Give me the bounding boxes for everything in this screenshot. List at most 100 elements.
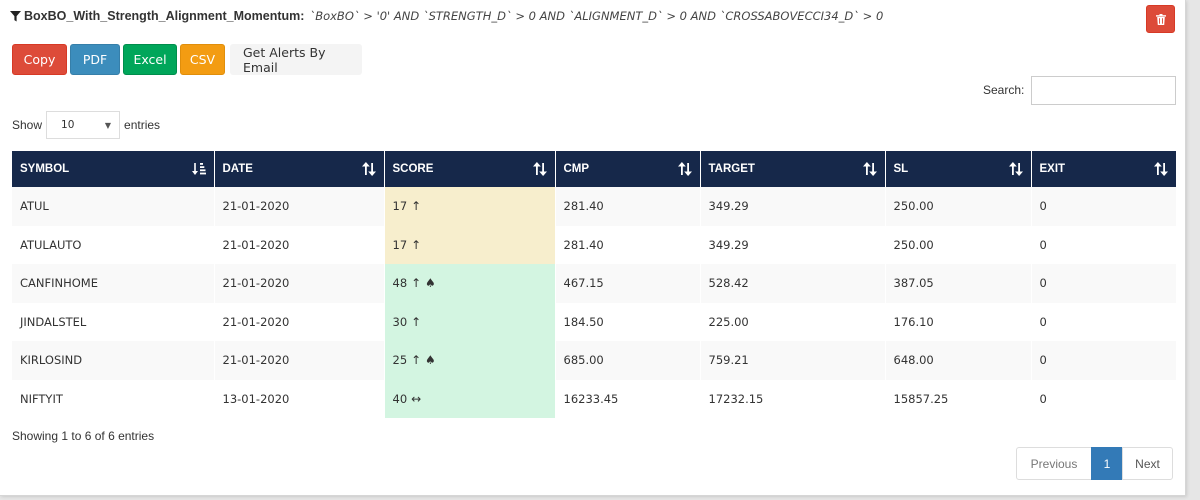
entries-length-control: Show 10 ▼ entries [12, 111, 160, 139]
column-header-label: CMP [563, 163, 590, 175]
sort-alpha-asc-icon [191, 163, 206, 175]
sort-icon [361, 162, 376, 176]
arrow-up-icon: ↑ [411, 237, 422, 252]
column-header-label: SYMBOL [20, 163, 70, 175]
cell-date: 13-01-2020 [214, 379, 385, 418]
arrows-horizontal-icon: ↔ [411, 391, 422, 406]
cell-cmp: 281.40 [555, 187, 701, 226]
cell-symbol: ATULAUTO [12, 225, 215, 264]
scan-name: BoxBO_With_Strength_Alignment_Momentum: [24, 9, 305, 23]
score-value: 40 [392, 391, 408, 406]
column-header-sl[interactable]: SL [885, 151, 1032, 187]
arrow-up-icon: ↑ [411, 199, 422, 214]
export-toolbar: Copy PDF Excel CSV Get Alerts By Email [12, 44, 365, 75]
cell-target: 349.29 [700, 225, 886, 264]
cell-cmp: 184.50 [555, 302, 701, 341]
filter-icon [10, 10, 21, 22]
entries-label: entries [124, 118, 161, 132]
score-value: 17 [392, 237, 408, 252]
pagination: Previous 1 Next [1016, 447, 1173, 480]
column-header-target[interactable]: TARGET [700, 151, 886, 187]
column-header-label: EXIT [1039, 163, 1066, 175]
entries-select[interactable]: 10 ▼ [46, 111, 121, 139]
delete-scan-button[interactable] [1146, 5, 1175, 33]
cell-symbol: CANFINHOME [12, 264, 215, 303]
cell-date: 21-01-2020 [214, 225, 385, 264]
cell-target: 759.21 [700, 341, 886, 380]
column-header-cmp[interactable]: CMP [555, 151, 701, 187]
column-header-label: SL [893, 163, 909, 175]
cell-exit: 0 [1031, 341, 1176, 380]
sort-icon [1008, 162, 1023, 176]
chevron-down-icon: ▼ [104, 120, 112, 130]
copy-button[interactable]: Copy [12, 44, 67, 75]
cell-sl: 15857.25 [885, 379, 1032, 418]
cell-cmp: 685.00 [555, 341, 701, 380]
cell-date: 21-01-2020 [214, 187, 385, 226]
search-input[interactable] [1031, 76, 1176, 105]
csv-button[interactable]: CSV [180, 44, 225, 75]
cell-target: 17232.15 [700, 379, 886, 418]
score-value: 30 [392, 314, 408, 329]
cell-score: 25 ↑ ♠ [384, 341, 556, 380]
arrow-up-spade-icon: ↑ ♠ [411, 276, 436, 291]
score-value: 17 [392, 199, 408, 214]
table-row: NIFTYIT 13-01-2020 40 ↔ 16233.45 17232.15… [12, 379, 1176, 418]
cell-target: 528.42 [700, 264, 886, 303]
cell-symbol: JINDALSTEL [12, 302, 215, 341]
cell-sl: 176.10 [885, 302, 1032, 341]
next-page-button[interactable]: Next [1122, 447, 1173, 480]
score-value: 25 [392, 353, 408, 368]
cell-date: 21-01-2020 [214, 341, 385, 380]
search-label: Search: [983, 83, 1025, 97]
cell-symbol: KIRLOSIND [12, 341, 215, 380]
cell-target: 225.00 [700, 302, 886, 341]
column-header-date[interactable]: DATE [214, 151, 385, 187]
entries-select-value: 10 [61, 119, 75, 131]
email-alerts-button[interactable]: Get Alerts By Email [230, 44, 362, 75]
results-table: SYMBOL DATE [12, 151, 1176, 418]
cell-target: 349.29 [700, 187, 886, 226]
cell-sl: 387.05 [885, 264, 1032, 303]
column-header-label: TARGET [708, 163, 755, 175]
table-info: Showing 1 to 6 of 6 entries [12, 429, 155, 443]
column-header-exit[interactable]: EXIT [1031, 151, 1176, 187]
column-header-label: DATE [222, 163, 253, 175]
arrow-up-icon: ↑ [411, 314, 422, 329]
sort-icon [532, 162, 547, 176]
table-header-row: SYMBOL DATE [12, 151, 1176, 187]
scan-title-row: BoxBO_With_Strength_Alignment_Momentum: … [10, 8, 883, 24]
page-1-button[interactable]: 1 [1091, 447, 1123, 480]
cell-symbol: NIFTYIT [12, 379, 215, 418]
column-header-label: SCORE [392, 163, 434, 175]
scan-query: `BoxBO` > '0' AND `STRENGTH_D` > 0 AND `… [309, 9, 884, 23]
cell-sl: 250.00 [885, 225, 1032, 264]
table-row: JINDALSTEL 21-01-2020 30 ↑ 184.50 225.00 … [12, 302, 1176, 341]
cell-date: 21-01-2020 [214, 264, 385, 303]
cell-symbol: ATUL [12, 187, 215, 226]
cell-exit: 0 [1031, 187, 1176, 226]
table-row: ATULAUTO 21-01-2020 17 ↑ 281.40 349.29 25… [12, 225, 1176, 264]
cell-score: 40 ↔ [384, 379, 556, 418]
pdf-button[interactable]: PDF [70, 44, 120, 75]
cell-score: 17 ↑ [384, 187, 556, 226]
table-row: KIRLOSIND 21-01-2020 25 ↑ ♠ 685.00 759.21… [12, 341, 1176, 380]
cell-date: 21-01-2020 [214, 302, 385, 341]
cell-cmp: 16233.45 [555, 379, 701, 418]
cell-score: 48 ↑ ♠ [384, 264, 556, 303]
excel-button[interactable]: Excel [123, 44, 177, 75]
sort-icon [1154, 162, 1168, 176]
cell-exit: 0 [1031, 379, 1176, 418]
table-row: ATUL 21-01-2020 17 ↑ 281.40 349.29 250.00… [12, 187, 1176, 226]
previous-page-button[interactable]: Previous [1016, 447, 1092, 480]
cell-sl: 648.00 [885, 341, 1032, 380]
arrow-up-spade-icon: ↑ ♠ [411, 353, 436, 368]
cell-score: 17 ↑ [384, 225, 556, 264]
cell-sl: 250.00 [885, 187, 1032, 226]
column-header-symbol[interactable]: SYMBOL [12, 151, 215, 187]
cell-score: 30 ↑ [384, 302, 556, 341]
column-header-score[interactable]: SCORE [384, 151, 556, 187]
cell-exit: 0 [1031, 302, 1176, 341]
cell-exit: 0 [1031, 225, 1176, 264]
